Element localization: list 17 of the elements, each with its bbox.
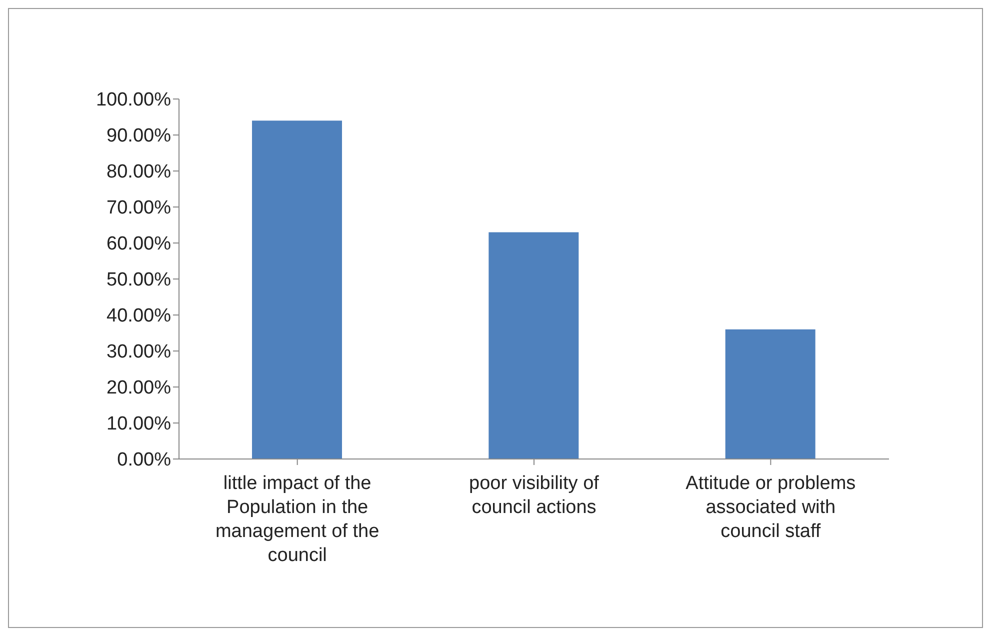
y-tick-label: 80.00%: [106, 162, 172, 183]
x-tick-label: poor visibility of council actions: [469, 473, 600, 518]
y-tick-label: 90.00%: [106, 126, 172, 147]
y-tick-label: 100.00%: [96, 90, 172, 111]
y-tick-label: 20.00%: [106, 378, 172, 399]
y-tick-label: 60.00%: [106, 234, 172, 255]
bar: [488, 232, 579, 459]
x-tick-label: little impact of the Population in the management of the council: [215, 473, 380, 566]
x-tick-label: Attitude or problems associated with council staff: [686, 473, 856, 542]
bar: [725, 329, 816, 459]
y-tick-label: 50.00%: [106, 270, 172, 291]
y-tick-label: 10.00%: [106, 414, 172, 435]
y-tick-label: 70.00%: [106, 198, 172, 219]
y-tick-label: 30.00%: [106, 342, 172, 363]
y-tick-label: 0.00%: [117, 450, 172, 471]
y-tick-label: 40.00%: [106, 306, 172, 327]
bar: [252, 120, 342, 459]
